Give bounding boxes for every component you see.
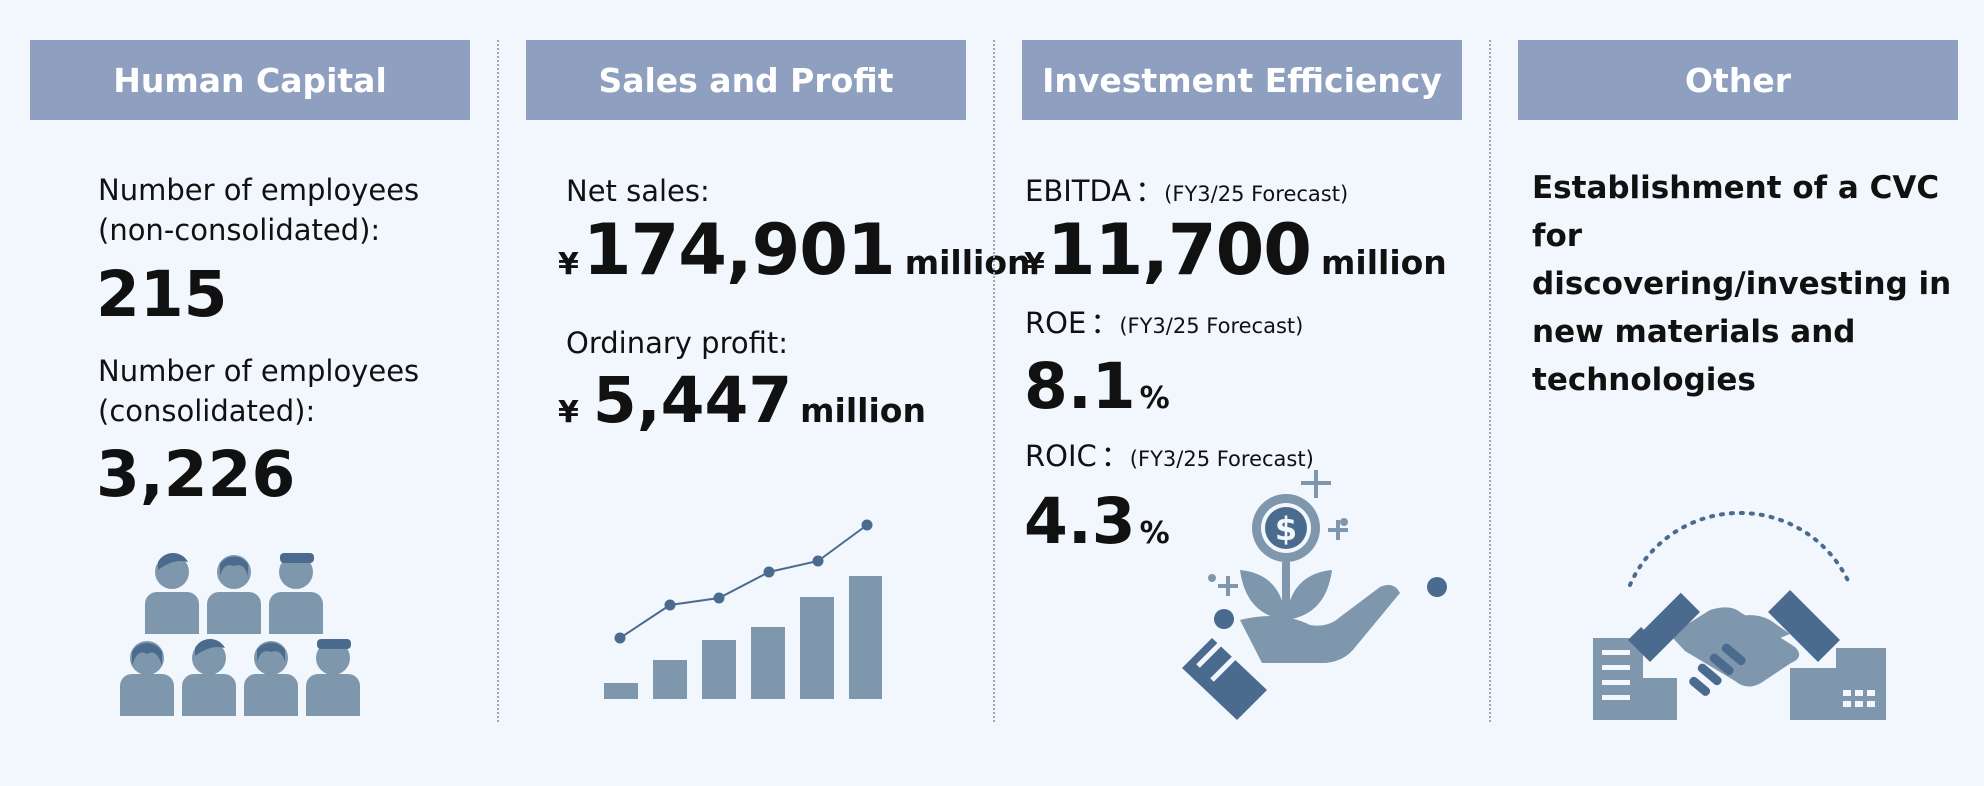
growth-chart-icon [604, 519, 882, 699]
roic-unit: % [1139, 516, 1170, 551]
roic-separator: ： [1100, 439, 1130, 473]
net-sales-label: Net sales: [566, 174, 710, 208]
consolidated-value: 3,226 [96, 438, 296, 511]
human-capital-header: Human Capital [30, 40, 470, 120]
roic-figure: 4.3 % [1024, 487, 1170, 557]
nonconsolidated-value: 215 [96, 258, 228, 331]
hand-money-plant-icon: $ [1182, 470, 1447, 720]
handshake-buildings-icon [1593, 511, 1886, 720]
roic-forecast-note: (FY3/25 Forecast) [1129, 447, 1314, 471]
people-group-icon [120, 553, 360, 716]
other-header: Other [1518, 40, 1958, 120]
sales-profit-panel: Sales and Profit Net sales: ¥ 174,901 mi… [526, 40, 1031, 722]
divider-1 [497, 40, 499, 722]
nonconsolidated-label-line2: (non-consolidated): [98, 213, 381, 247]
ordinary-profit-unit: million [800, 391, 926, 430]
ebitda-label: EBITDA [1025, 174, 1132, 208]
sales-profit-header: Sales and Profit [526, 40, 966, 120]
ebitda-figure: ¥ 11,700 million [1024, 212, 1447, 288]
ebitda-value: 11,700 [1046, 209, 1312, 291]
ordinary-profit-value: 5,447 [592, 364, 793, 437]
net-sales-currency: ¥ [558, 247, 579, 282]
investment-efficiency-panel: Investment Efficiency EBITDA ： (FY3/25 F… [1022, 40, 1462, 722]
human-capital-panel: Human Capital Number of employees (non-c… [30, 40, 470, 722]
net-sales-value: 174,901 [582, 209, 896, 291]
ebitda-forecast-note: (FY3/25 Forecast) [1164, 182, 1349, 206]
net-sales-unit: million [904, 243, 1031, 282]
roe-label-row: ROE ： (FY3/25 Forecast) [1025, 303, 1303, 343]
roe-separator: ： [1090, 306, 1120, 340]
nonconsolidated-label-line1: Number of employees [98, 173, 420, 207]
roe-value: 8.1 [1024, 350, 1136, 423]
investment-efficiency-header: Investment Efficiency [1022, 40, 1462, 120]
consolidated-label-line2: (consolidated): [98, 394, 316, 428]
other-panel: Other Establishment of a CVC for discove… [1518, 40, 1958, 722]
ebitda-unit: million [1321, 243, 1447, 282]
roic-value: 4.3 [1024, 485, 1136, 558]
divider-2 [993, 40, 995, 722]
roic-label: ROIC [1025, 439, 1097, 473]
net-sales-figure: ¥ 174,901 million [558, 212, 1031, 288]
svg-text:$: $ [1275, 510, 1297, 548]
roe-figure: 8.1 % [1024, 352, 1170, 422]
ebitda-currency: ¥ [1024, 247, 1045, 282]
ordinary-profit-currency: ¥ [558, 395, 579, 430]
consolidated-label-line1: Number of employees [98, 354, 420, 388]
ebitda-separator: ： [1135, 174, 1165, 208]
other-description: Establishment of a CVC for discovering/i… [1532, 170, 1952, 398]
roe-forecast-note: (FY3/25 Forecast) [1119, 314, 1304, 338]
roic-label-row: ROIC ： (FY3/25 Forecast) [1025, 436, 1314, 476]
roe-unit: % [1139, 381, 1170, 416]
divider-3 [1489, 40, 1491, 722]
ordinary-profit-figure: ¥ 5,447 million [558, 366, 926, 436]
roe-label: ROE [1025, 306, 1087, 340]
ebitda-label-row: EBITDA ： (FY3/25 Forecast) [1025, 171, 1348, 211]
ordinary-profit-label: Ordinary profit: [566, 326, 789, 360]
